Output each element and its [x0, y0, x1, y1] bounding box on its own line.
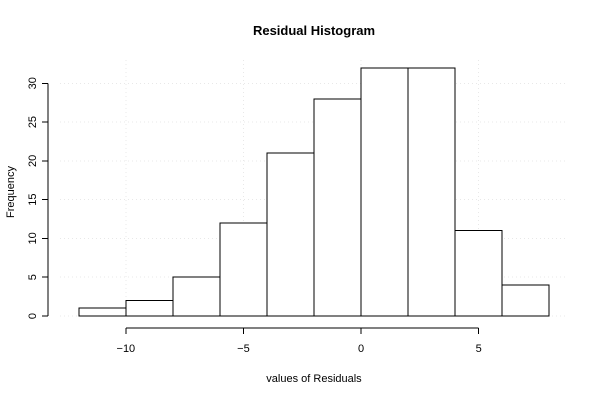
histogram-bar — [313, 98, 362, 317]
y-tick-label: 30 — [27, 77, 39, 89]
histogram-bar — [501, 284, 550, 317]
histogram-bar — [219, 222, 268, 317]
histogram-bar — [407, 67, 456, 317]
x-axis-label: values of Residuals — [266, 373, 362, 385]
y-tick-label: 10 — [27, 232, 39, 244]
chart-title: Residual Histogram — [253, 23, 375, 38]
histogram-bar — [360, 67, 409, 317]
histogram-bar — [125, 299, 174, 317]
histogram-bar — [454, 230, 503, 317]
y-axis: 0 5 10 15 20 25 30 — [27, 77, 49, 319]
y-axis-label: Frequency — [5, 166, 17, 218]
x-tick-label: 0 — [358, 343, 364, 355]
y-tick-label: 20 — [27, 155, 39, 167]
y-tick-label: 5 — [27, 274, 39, 280]
x-tick-label: −10 — [117, 343, 136, 355]
x-axis: −10 −5 0 5 — [117, 327, 482, 355]
histogram-bar — [266, 152, 315, 317]
histogram-bar — [78, 307, 127, 317]
y-tick-label: 0 — [27, 313, 39, 319]
y-tick-label: 25 — [27, 116, 39, 128]
x-tick-label: 5 — [476, 343, 482, 355]
y-tick-label: 15 — [27, 194, 39, 206]
histogram-bar — [172, 276, 221, 317]
x-tick-label: −5 — [237, 343, 250, 355]
bars-layer — [78, 67, 550, 317]
